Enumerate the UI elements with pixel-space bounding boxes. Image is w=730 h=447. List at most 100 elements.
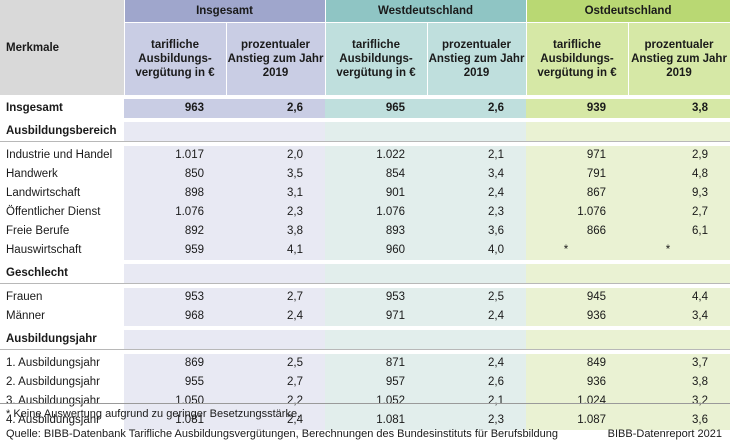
cell-value: 2,5	[427, 288, 527, 307]
cell-value: 957	[325, 373, 428, 392]
section-header-fill	[325, 330, 428, 350]
cell-value: 1.022	[325, 146, 428, 165]
cell-value: 2,4	[427, 354, 527, 373]
table-body: Insgesamt 963 2,6 965 2,6 939 3,8 Ausbil…	[0, 95, 730, 430]
cell-value: 898	[124, 184, 226, 203]
cell-value: 4,1	[226, 241, 326, 260]
row-label: Freie Berufe	[6, 225, 70, 237]
cell-value: 959	[124, 241, 226, 260]
cell-value: 2,4	[226, 411, 326, 430]
cell-value: 871	[325, 354, 428, 373]
cell-value: 849	[526, 354, 629, 373]
table-row: 2. Ausbildungsjahr 955 2,7 957 2,6 936 3,8	[0, 373, 730, 392]
cell-value: 2,6	[427, 99, 527, 118]
section-header-fill	[325, 122, 428, 142]
cell-value: 2,5	[226, 354, 326, 373]
cell-value: 945	[526, 288, 629, 307]
cell-value: 1.076	[526, 203, 629, 222]
row-label: 1. Ausbildungsjahr	[6, 357, 100, 369]
subheader-anstieg: prozentualer Anstieg zum Jahr 2019	[427, 22, 527, 95]
section-header-row: Geschlecht	[0, 264, 730, 284]
subheader-verguetung: tarifliche Ausbildungs-vergütung in €	[526, 22, 629, 95]
cell-value: 791	[526, 165, 629, 184]
section-header-fill	[124, 122, 226, 142]
cell-value: 3,6	[427, 222, 527, 241]
cell-value: 963	[124, 99, 226, 118]
cell-value: 869	[124, 354, 226, 373]
group-header-westdeutschland: Westdeutschland	[325, 0, 527, 23]
cell-value: 1.076	[325, 203, 428, 222]
section-header-fill	[427, 264, 527, 284]
cell-value: 2,9	[628, 146, 730, 165]
row-label: Männer	[6, 310, 45, 322]
section-header-fill	[226, 264, 326, 284]
table-row-total: Insgesamt 963 2,6 965 2,6 939 3,8	[0, 99, 730, 118]
cell-value: 2,4	[226, 307, 326, 326]
row-label: Frauen	[6, 291, 43, 303]
section-header-fill	[226, 330, 326, 350]
section-header-fill	[526, 330, 629, 350]
cell-value: 1.076	[124, 203, 226, 222]
cell-value: 2,6	[226, 99, 326, 118]
cell-value: 971	[325, 307, 428, 326]
subheader-verguetung: tarifliche Ausbildungs-vergütung in €	[124, 22, 227, 95]
cell-value: 971	[526, 146, 629, 165]
table-row: 3. Ausbildungsjahr 1.050 2,2 1.052 2,1 1.024 3…	[0, 392, 730, 411]
cell-value: 9,3	[628, 184, 730, 203]
section-title: Ausbildungsbereich	[0, 122, 124, 142]
cell-value: 2,4	[427, 184, 527, 203]
cell-value: 2,0	[226, 146, 326, 165]
cell-value: 3,7	[628, 354, 730, 373]
cell-value: 939	[526, 99, 629, 118]
section-header-fill	[526, 264, 629, 284]
cell-value: 1.052	[325, 392, 428, 411]
cell-value: 4,8	[628, 165, 730, 184]
cell-value: 854	[325, 165, 428, 184]
row-label: Hauswirtschaft	[6, 244, 82, 256]
table-row: Männer 968 2,4 971 2,4 936 3,4	[0, 307, 730, 326]
subheader-anstieg: prozentualer Anstieg zum Jahr 2019	[226, 22, 326, 95]
row-label: Insgesamt	[6, 102, 63, 114]
cell-value: *	[628, 241, 730, 260]
row-label: 4. Ausbildungsjahr	[6, 414, 100, 426]
section-header-fill	[226, 122, 326, 142]
brand-label: BIBB-Datenreport 2021	[607, 428, 722, 440]
cell-value: 936	[526, 373, 629, 392]
cell-value: 1.050	[124, 392, 226, 411]
row-label: Öffentlicher Dienst	[6, 206, 101, 218]
cell-value: 960	[325, 241, 428, 260]
cell-value: 892	[124, 222, 226, 241]
cell-value: 1.024	[526, 392, 629, 411]
cell-value: 2,4	[427, 307, 527, 326]
cell-value: 866	[526, 222, 629, 241]
cell-value: *	[526, 241, 629, 260]
cell-value: 1.017	[124, 146, 226, 165]
cell-value: 3,6	[628, 411, 730, 430]
table-row: Landwirtschaft 898 3,1 901 2,4 867 9,3	[0, 184, 730, 203]
section-header-fill	[628, 330, 730, 350]
cell-value: 3,2	[628, 392, 730, 411]
cell-value: 965	[325, 99, 428, 118]
cell-value: 2,7	[226, 373, 326, 392]
cell-value: 4,0	[427, 241, 527, 260]
row-label: 2. Ausbildungsjahr	[6, 376, 100, 388]
merkmale-header: Merkmale	[0, 0, 125, 95]
section-header-fill	[526, 122, 629, 142]
cell-value: 2,3	[226, 203, 326, 222]
cell-value: 2,1	[427, 392, 527, 411]
section-header-fill	[427, 122, 527, 142]
cell-value: 3,8	[226, 222, 326, 241]
cell-value: 3,4	[628, 307, 730, 326]
section-title: Ausbildungsjahr	[0, 330, 124, 350]
cell-value: 901	[325, 184, 428, 203]
cell-value: 3,1	[226, 184, 326, 203]
section-header-fill	[628, 264, 730, 284]
cell-value: 2,6	[427, 373, 527, 392]
cell-value: 3,8	[628, 373, 730, 392]
cell-value: 893	[325, 222, 428, 241]
table-row: Hauswirtschaft 959 4,1 960 4,0 * *	[0, 241, 730, 260]
section-header-row: Ausbildungsjahr	[0, 330, 730, 350]
cell-value: 3,4	[427, 165, 527, 184]
section-header-fill	[325, 264, 428, 284]
